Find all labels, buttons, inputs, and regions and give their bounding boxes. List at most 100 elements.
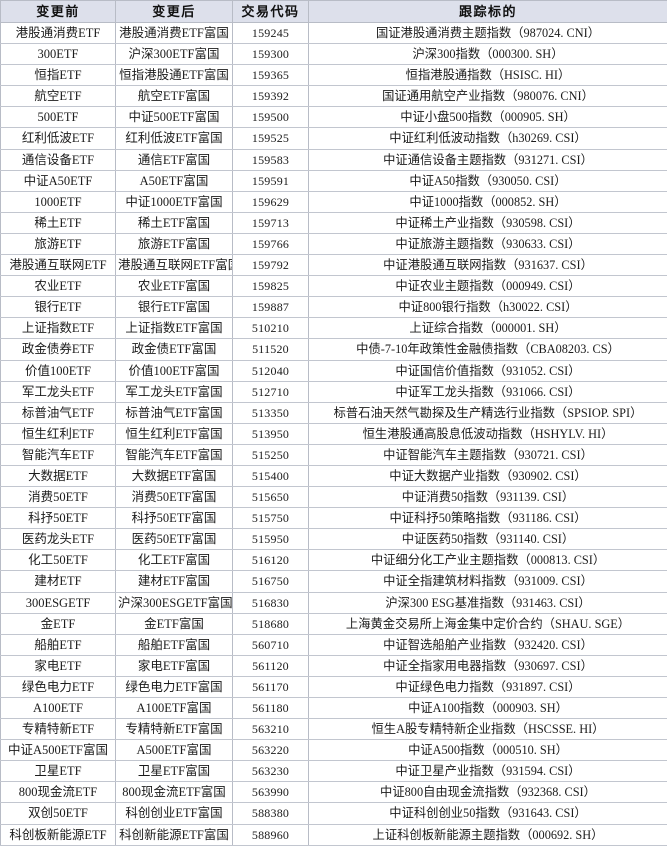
cell-name-before: 红利低波ETF bbox=[1, 128, 116, 149]
cell-name-before: 军工龙头ETF bbox=[1, 381, 116, 402]
cell-name-after: 价值100ETF富国 bbox=[116, 360, 233, 381]
cell-name-after: 医药50ETF富国 bbox=[116, 529, 233, 550]
cell-name-before: 1000ETF bbox=[1, 191, 116, 212]
cell-name-before: 300ETF bbox=[1, 44, 116, 65]
cell-trading-code: 159365 bbox=[233, 65, 309, 86]
cell-trading-code: 515650 bbox=[233, 487, 309, 508]
cell-tracked-index: 国证通用航空产业指数（980076. CNI） bbox=[309, 86, 667, 107]
cell-trading-code: 563220 bbox=[233, 740, 309, 761]
cell-name-before: 消费50ETF bbox=[1, 487, 116, 508]
cell-tracked-index: 恒生A股专精特新企业指数（HSCSSE. HI） bbox=[309, 719, 667, 740]
cell-name-before: 科抒50ETF bbox=[1, 508, 116, 529]
cell-name-after: 政金债ETF富国 bbox=[116, 339, 233, 360]
cell-name-before: 港股通互联网ETF bbox=[1, 255, 116, 276]
cell-name-before: 300ESGETF bbox=[1, 592, 116, 613]
cell-tracked-index: 中证智选船舶产业指数（932420. CSI） bbox=[309, 634, 667, 655]
cell-trading-code: 516830 bbox=[233, 592, 309, 613]
column-header-before: 变更前 bbox=[1, 1, 116, 23]
cell-trading-code: 159392 bbox=[233, 86, 309, 107]
cell-name-before: 建材ETF bbox=[1, 571, 116, 592]
cell-name-before: 政金债券ETF bbox=[1, 339, 116, 360]
cell-name-before: 通信设备ETF bbox=[1, 149, 116, 170]
cell-name-before: 旅游ETF bbox=[1, 233, 116, 254]
cell-name-after: 通信ETF富国 bbox=[116, 149, 233, 170]
cell-tracked-index: 中证智能汽车主题指数（930721. CSI） bbox=[309, 444, 667, 465]
cell-trading-code: 511520 bbox=[233, 339, 309, 360]
cell-trading-code: 159591 bbox=[233, 170, 309, 191]
column-header-code: 交易代码 bbox=[233, 1, 309, 23]
cell-trading-code: 159245 bbox=[233, 23, 309, 44]
cell-trading-code: 561170 bbox=[233, 676, 309, 697]
cell-name-after: A100ETF富国 bbox=[116, 698, 233, 719]
cell-name-after: 建材ETF富国 bbox=[116, 571, 233, 592]
cell-trading-code: 516120 bbox=[233, 550, 309, 571]
cell-tracked-index: 中证农业主题指数（000949. CSI） bbox=[309, 276, 667, 297]
cell-tracked-index: 中证国信价值指数（931052. CSI） bbox=[309, 360, 667, 381]
cell-tracked-index: 中证港股通互联网指数（931637. CSI） bbox=[309, 255, 667, 276]
cell-name-before: A100ETF bbox=[1, 698, 116, 719]
cell-tracked-index: 中证800银行指数（h30022. CSI） bbox=[309, 297, 667, 318]
cell-tracked-index: 中证旅游主题指数（930633. CSI） bbox=[309, 233, 667, 254]
cell-tracked-index: 中证全指家用电器指数（930697. CSI） bbox=[309, 655, 667, 676]
cell-trading-code: 159792 bbox=[233, 255, 309, 276]
cell-tracked-index: 标普石油天然气勘探及生产精选行业指数（SPSIOP. SPI） bbox=[309, 402, 667, 423]
cell-trading-code: 512040 bbox=[233, 360, 309, 381]
cell-name-after: 家电ETF富国 bbox=[116, 655, 233, 676]
cell-trading-code: 563230 bbox=[233, 761, 309, 782]
cell-tracked-index: 沪深300指数（000300. SH） bbox=[309, 44, 667, 65]
table-header-row: 变更前 变更后 交易代码 跟踪标的 bbox=[1, 1, 667, 23]
cell-trading-code: 159825 bbox=[233, 276, 309, 297]
cell-trading-code: 515250 bbox=[233, 444, 309, 465]
cell-trading-code: 159713 bbox=[233, 212, 309, 233]
cell-name-before: 医药龙头ETF bbox=[1, 529, 116, 550]
cell-trading-code: 515400 bbox=[233, 465, 309, 486]
cell-name-after: 沪深300ESGETF富国 bbox=[116, 592, 233, 613]
cell-tracked-index: 中证卫星产业指数（931594. CSI） bbox=[309, 761, 667, 782]
cell-name-before: 800现金流ETF bbox=[1, 782, 116, 803]
cell-name-after: 卫星ETF富国 bbox=[116, 761, 233, 782]
cell-name-before: 船舶ETF bbox=[1, 634, 116, 655]
cell-name-before: 农业ETF bbox=[1, 276, 116, 297]
cell-name-before: 化工50ETF bbox=[1, 550, 116, 571]
cell-trading-code: 563990 bbox=[233, 782, 309, 803]
cell-tracked-index: 中证医药50指数（931140. CSI） bbox=[309, 529, 667, 550]
cell-name-before: 上证指数ETF bbox=[1, 318, 116, 339]
cell-trading-code: 588960 bbox=[233, 824, 309, 845]
cell-trading-code: 588380 bbox=[233, 803, 309, 824]
cell-tracked-index: 中证红利低波动指数（h30269. CSI） bbox=[309, 128, 667, 149]
cell-name-before: 稀土ETF bbox=[1, 212, 116, 233]
cell-tracked-index: 中证A100指数（000903. SH） bbox=[309, 698, 667, 719]
cell-tracked-index: 中证A50指数（930050. CSI） bbox=[309, 170, 667, 191]
cell-tracked-index: 中证绿色电力指数（931897. CSI） bbox=[309, 676, 667, 697]
cell-tracked-index: 恒生港股通高股息低波动指数（HSHYLV. HI） bbox=[309, 423, 667, 444]
cell-tracked-index: 上证科创板新能源主题指数（000692. SH） bbox=[309, 824, 667, 845]
cell-name-after: 科抒50ETF富国 bbox=[116, 508, 233, 529]
cell-name-before: 双创50ETF bbox=[1, 803, 116, 824]
cell-name-after: 科创新能源ETF富国 bbox=[116, 824, 233, 845]
cell-name-after: 消费50ETF富国 bbox=[116, 487, 233, 508]
cell-tracked-index: 中证科创创业50指数（931643. CSI） bbox=[309, 803, 667, 824]
cell-name-before: 专精特新ETF bbox=[1, 719, 116, 740]
